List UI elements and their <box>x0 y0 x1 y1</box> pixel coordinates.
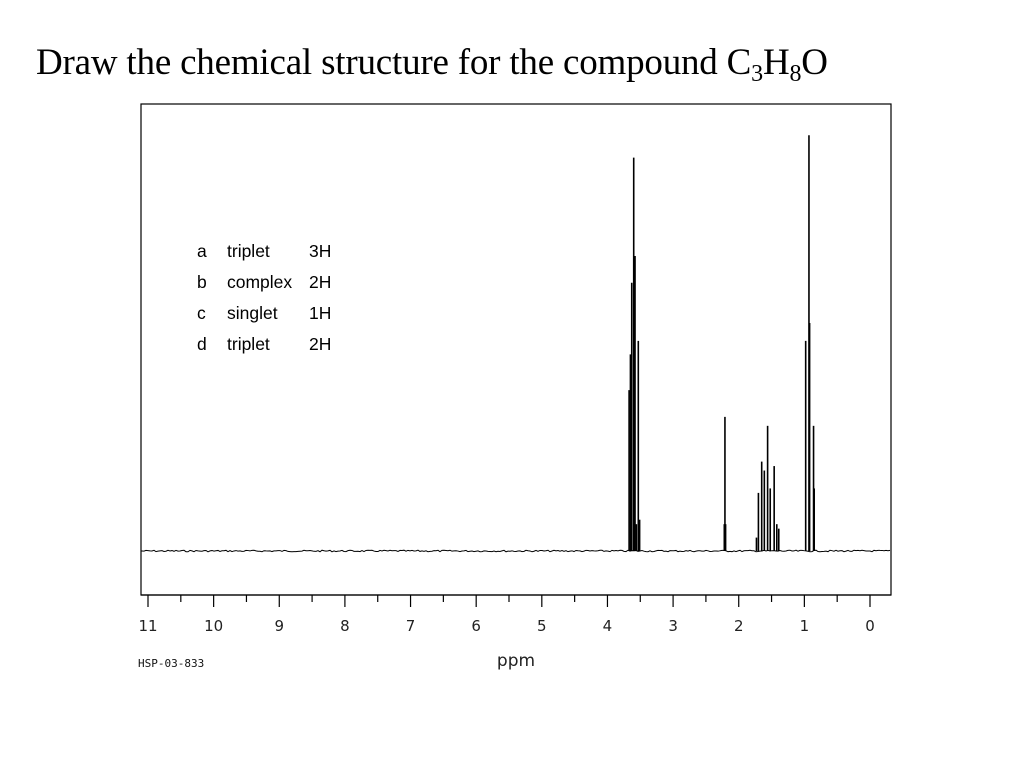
peak-multiplicity: triplet <box>227 334 270 354</box>
peak-multiplicity: complex <box>227 272 293 292</box>
spectrum-code-label: HSP-03-833 <box>138 657 204 670</box>
peak-letter: d <box>197 334 207 354</box>
peak-assignment-table: a triplet 3H b complex 2H c singlet 1H d triplet 2H <box>197 236 349 360</box>
peak-table-row: a triplet 3H <box>197 236 349 267</box>
title-hydrogen: H <box>762 42 790 83</box>
x-tick-label: 3 <box>668 617 678 635</box>
title-prefix: Draw the chemical structure for the comp… <box>36 42 752 83</box>
x-tick-label: 5 <box>537 617 547 635</box>
peak-table-row: b complex 2H <box>197 267 349 298</box>
x-tick-label: 1 <box>800 617 810 635</box>
title-subscript-hydrogen: 8 <box>789 61 802 87</box>
x-tick-label: 10 <box>204 617 223 635</box>
x-tick-label: 9 <box>274 617 284 635</box>
x-tick-label: 2 <box>734 617 744 635</box>
peak-integration: 3H <box>309 241 332 261</box>
peak-table-row: c singlet 1H <box>197 298 349 329</box>
peak-integration: 1H <box>309 303 332 323</box>
page-title: Draw the chemical structure for the comp… <box>36 42 828 86</box>
peak-letter: c <box>197 303 206 323</box>
peak-integration: 2H <box>309 334 332 354</box>
x-tick-label: 11 <box>138 617 157 635</box>
peak-multiplicity: triplet <box>227 241 270 261</box>
baseline-group <box>140 549 891 553</box>
x-axis-label: ppm <box>497 651 535 671</box>
title-oxygen: O <box>801 42 828 83</box>
x-tick-label: 7 <box>406 617 416 635</box>
peak-integration: 2H <box>309 272 332 292</box>
x-ticks-group: 11 10 9 8 7 6 5 4 3 2 1 0 <box>138 595 875 635</box>
peaks-group <box>628 135 816 551</box>
peak-multiplicity: singlet <box>227 303 278 323</box>
x-tick-label: 4 <box>603 617 613 635</box>
peak-table-row: d triplet 2H <box>197 329 349 360</box>
peak-letter: b <box>197 272 207 292</box>
peak-letter: a <box>197 241 207 261</box>
x-tick-label: 6 <box>471 617 481 635</box>
x-tick-label: 0 <box>865 617 875 635</box>
x-tick-label: 8 <box>340 617 350 635</box>
title-subscript-carbon: 3 <box>751 61 763 87</box>
spectrum-baseline <box>140 549 891 553</box>
